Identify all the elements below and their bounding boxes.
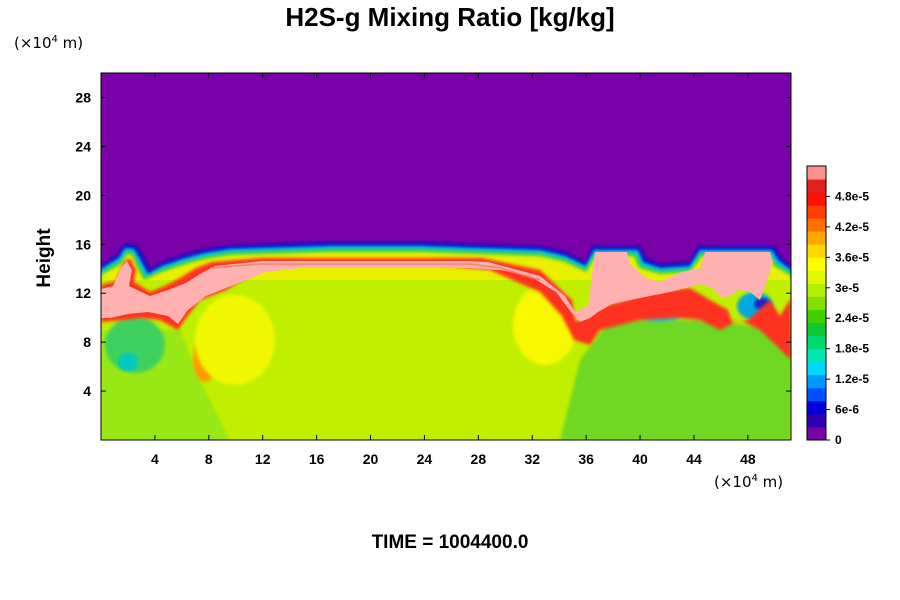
y-tick-label: 20	[75, 187, 91, 203]
time-label: TIME = 1004400.0	[371, 532, 529, 553]
x-tick-label: 44	[686, 451, 702, 467]
field-high-band	[101, 252, 773, 324]
x-tick-label: 24	[417, 451, 433, 467]
plot-frame	[100, 72, 792, 441]
colorbar-swatch	[807, 387, 826, 402]
colorbar-swatch	[807, 309, 826, 324]
field-high-edge	[101, 258, 791, 360]
x-axis: 4 8 12 16 20 24 28 32 36 40 44 48	[151, 73, 756, 467]
field-left-cyan-patch	[118, 353, 138, 371]
colorbar-tick-label: 4.8e-5	[835, 189, 869, 203]
y-axis-unit: (×104 m)	[14, 34, 84, 52]
colorbar-swatch	[807, 335, 826, 350]
x-tick-label: 48	[740, 451, 756, 467]
y-tick-label: 4	[83, 383, 91, 399]
colorbar-swatch	[807, 283, 826, 297]
colorbar-swatch	[807, 426, 826, 441]
colorbar-swatch	[807, 413, 826, 428]
colorbar-swatch	[807, 218, 826, 232]
x-tick-label: 32	[524, 451, 540, 467]
colorbar-tick-label: 1.2e-5	[835, 372, 869, 386]
colorbar-swatch	[807, 257, 826, 271]
colorbar-swatch	[807, 270, 826, 284]
x-tick-label: 36	[578, 451, 594, 467]
colorbar-swatch	[807, 348, 826, 363]
colorbar-swatch	[807, 205, 826, 219]
colorbar-swatch	[807, 231, 826, 245]
colorbar-swatch	[807, 400, 826, 415]
y-tick-label: 24	[75, 138, 91, 154]
colorbar-swatch	[807, 166, 826, 180]
x-tick-label: 12	[255, 451, 271, 467]
colorbar	[806, 165, 827, 441]
x-tick-label: 8	[205, 451, 213, 467]
y-tick-label: 28	[75, 89, 91, 105]
y-tick-label: 16	[75, 236, 91, 252]
y-tick-label: 8	[83, 334, 91, 350]
colorbar-tick-label: 6e-6	[835, 403, 859, 417]
colorbar-tick-label: 0	[835, 433, 842, 447]
field-high-strand	[209, 263, 541, 281]
colorbar-ticks: 0 6e-6 1.2e-5 1.8e-5 2.4e-5 3e-5 3.6e-5 4.2e-5 4…	[826, 189, 869, 447]
field-lower-right	[560, 320, 791, 440]
field-layer	[101, 73, 791, 440]
x-tick-label: 4	[151, 451, 159, 467]
colorbar-swatch	[807, 361, 826, 376]
colorbar-swatch	[807, 179, 826, 193]
colorbar-tick-label: 3.6e-5	[835, 250, 869, 264]
x-tick-label: 20	[363, 451, 379, 467]
x-tick-label: 28	[471, 451, 487, 467]
x-axis-unit: (×104 m)	[714, 473, 784, 491]
field-yellow-cell-left	[195, 295, 275, 385]
colorbar-frame	[806, 165, 827, 441]
colorbar-swatch	[807, 322, 826, 337]
y-axis: 4 8 12 16 20 24 28	[75, 89, 791, 399]
colorbar-tick-label: 1.8e-5	[835, 342, 869, 356]
x-tick-label: 40	[632, 451, 648, 467]
chart-title: H2S-g Mixing Ratio [kg/kg]	[285, 2, 615, 32]
colorbar-tick-label: 2.4e-5	[835, 311, 869, 325]
colorbar-swatch	[807, 192, 826, 206]
colorbar-swatch	[807, 296, 826, 311]
y-tick-label: 12	[75, 285, 91, 301]
colorbar-swatch	[807, 374, 826, 389]
colorbar-swatch	[807, 244, 826, 258]
colorbar-tick-label: 4.2e-5	[835, 220, 869, 234]
y-axis-label: Height	[34, 228, 55, 288]
x-tick-label: 16	[309, 451, 325, 467]
colorbar-tick-label: 3e-5	[835, 281, 859, 295]
